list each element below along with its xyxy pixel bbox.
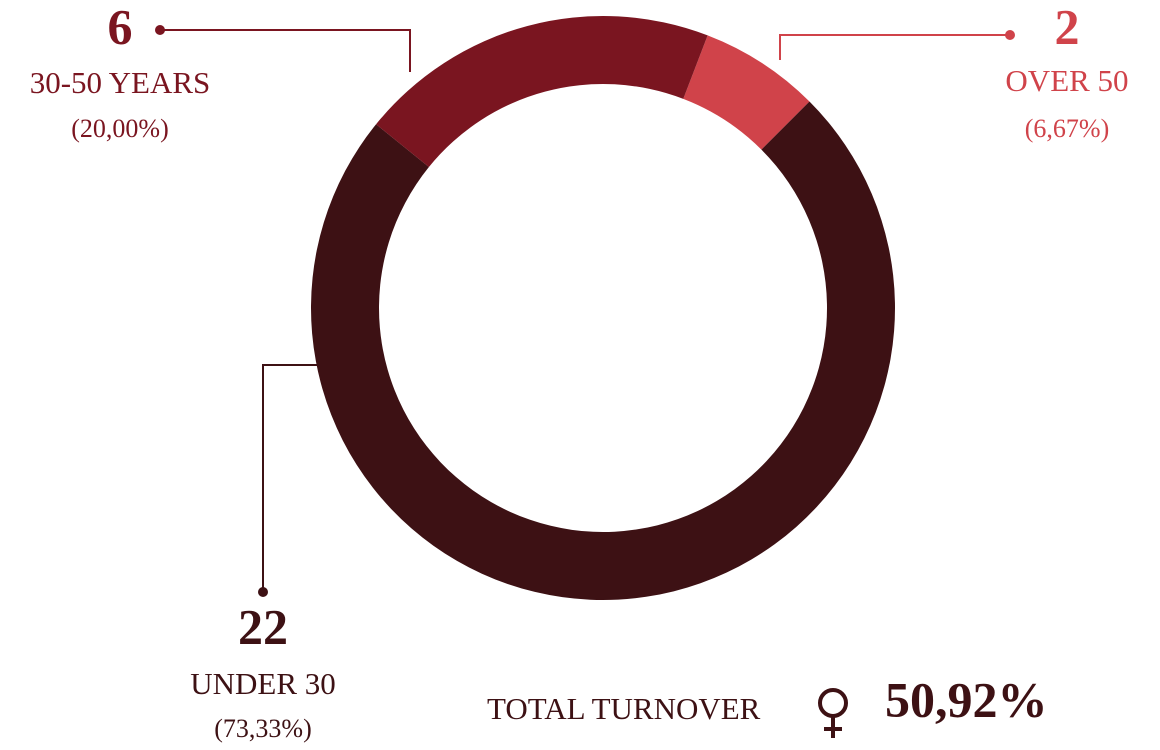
category-label: 30-50 YEARS [30, 65, 211, 100]
donut-segment [310, 101, 895, 601]
donut-segment [683, 35, 810, 150]
leader-line [262, 364, 318, 592]
donut-segment [376, 16, 708, 168]
leader-line [160, 29, 411, 72]
value-label: 6 [108, 0, 133, 54]
total-value: 50,92% [885, 671, 1048, 727]
percent-label: (6,67%) [1025, 114, 1109, 143]
leader-line [779, 34, 1010, 60]
category-label: OVER 50 [1005, 63, 1128, 98]
value-label: 2 [1055, 0, 1080, 54]
category-label: UNDER 30 [190, 666, 336, 701]
leader-dot [155, 25, 165, 35]
leader-dot [1005, 30, 1015, 40]
value-label: 22 [238, 598, 288, 654]
total-label: TOTAL TURNOVER [487, 691, 761, 726]
percent-label: (73,33%) [214, 714, 311, 743]
leader-dot [258, 587, 268, 597]
percent-label: (20,00%) [71, 114, 168, 143]
female-icon [818, 688, 848, 738]
